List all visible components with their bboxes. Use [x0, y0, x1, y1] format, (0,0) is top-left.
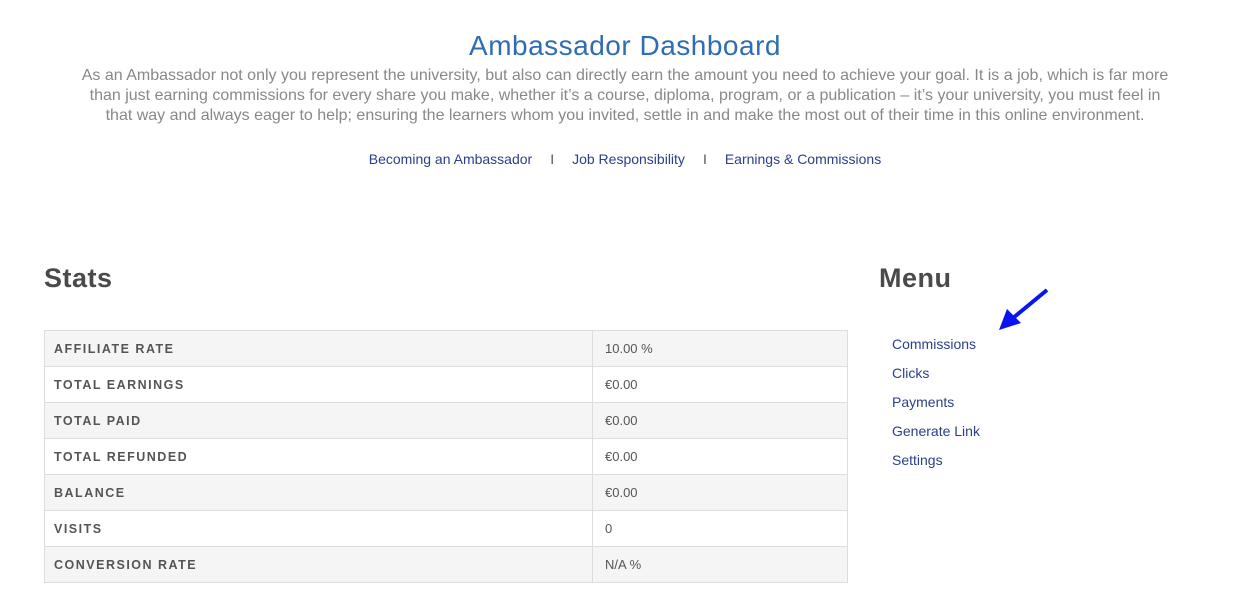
arrow-icon	[999, 288, 1049, 330]
table-row: CONVERSION RATE N/A %	[44, 546, 848, 583]
stat-value: 10.00 %	[592, 330, 848, 367]
table-row: BALANCE €0.00	[44, 474, 848, 511]
stat-value: €0.00	[592, 366, 848, 403]
stat-value: N/A %	[592, 546, 848, 583]
stat-label: TOTAL EARNINGS	[44, 366, 593, 403]
stat-label: BALANCE	[44, 474, 593, 511]
table-row: TOTAL EARNINGS €0.00	[44, 366, 848, 403]
menu-heading: Menu	[879, 263, 952, 293]
table-row: TOTAL PAID €0.00	[44, 402, 848, 439]
menu-item-generate-link[interactable]: Generate Link	[892, 423, 980, 439]
stat-value: €0.00	[592, 402, 848, 439]
menu-item-clicks[interactable]: Clicks	[892, 365, 930, 381]
stat-label: CONVERSION RATE	[44, 546, 593, 583]
table-row: AFFILIATE RATE 10.00 %	[44, 330, 848, 367]
stats-table: AFFILIATE RATE 10.00 % TOTAL EARNINGS €0.00…	[44, 330, 848, 583]
stat-label: AFFILIATE RATE	[44, 330, 593, 367]
stat-label: VISITS	[44, 510, 593, 547]
menu-item-payments[interactable]: Payments	[892, 394, 955, 410]
link-earnings-commissions[interactable]: Earnings & Commissions	[724, 151, 882, 167]
side-menu: Commissions Clicks Payments Generate Lin…	[892, 336, 980, 481]
menu-item-commissions[interactable]: Commissions	[892, 336, 977, 352]
link-becoming-ambassador[interactable]: Becoming an Ambassador	[368, 151, 533, 167]
separator: I	[702, 151, 707, 167]
stat-value: €0.00	[592, 474, 848, 511]
stat-label: TOTAL REFUNDED	[44, 438, 593, 475]
stat-value: €0.00	[592, 438, 848, 475]
header-links: Becoming an Ambassador I Job Responsibilit…	[0, 151, 1235, 167]
page-title: Ambassador Dashboard	[469, 30, 781, 61]
table-row: TOTAL REFUNDED €0.00	[44, 438, 848, 475]
stats-heading: Stats	[44, 263, 113, 293]
separator: I	[550, 151, 555, 167]
stat-label: TOTAL PAID	[44, 402, 593, 439]
menu-item-settings[interactable]: Settings	[892, 452, 943, 468]
stat-value: 0	[592, 510, 848, 547]
intro-text: As an Ambassador not only you represent …	[81, 67, 1169, 124]
table-row: VISITS 0	[44, 510, 848, 547]
link-job-responsibility[interactable]: Job Responsibility	[572, 151, 685, 167]
